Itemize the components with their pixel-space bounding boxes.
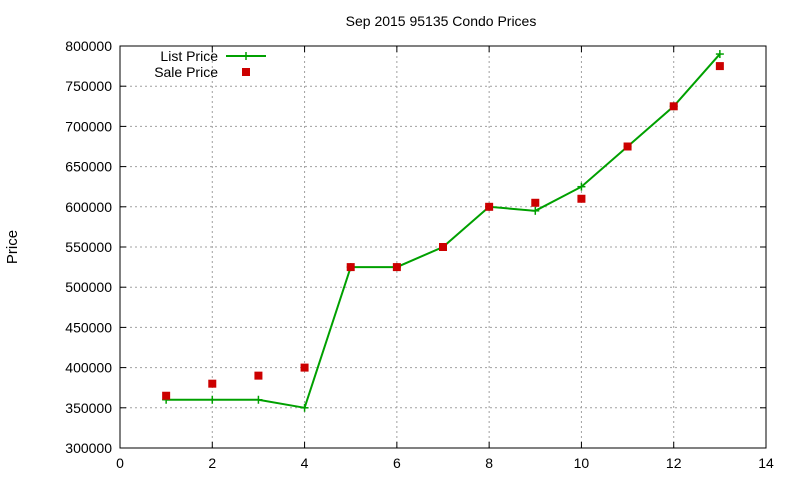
list-price-point [577,182,586,191]
y-tick-label: 750000 [65,78,112,94]
legend-plus-marker [242,52,250,60]
x-tick-label: 0 [116,455,124,471]
sale-price-point [254,371,263,380]
list-price-point [254,395,263,404]
list-price-point [300,403,309,412]
list-price-point [208,395,217,404]
series-list-price [162,50,724,412]
y-tick-label: 550000 [65,239,112,255]
sale-price-point [300,363,309,372]
x-tick-label: 4 [301,455,309,471]
list-price-point [531,206,540,215]
sale-price-point [577,194,586,203]
y-tick-label: 650000 [65,159,112,175]
axes: 0 2 4 6 8 10 12 14 300000 350000 400000 450000 50000… [65,38,774,471]
y-tick-label: 500000 [65,279,112,295]
list-price-line [166,53,721,409]
y-tick-label: 800000 [65,38,112,54]
y-axis-label: Price [4,230,21,264]
y-tick-label: 600000 [65,199,112,215]
y-tick-label: 700000 [65,118,112,134]
sale-price-point [715,62,724,71]
sale-price-point [485,202,494,211]
x-tick-label: 6 [393,455,401,471]
series-layer [162,50,724,412]
legend-label: List Price [160,48,218,64]
y-tick-label: 400000 [65,360,112,376]
sale-price-point [392,263,401,272]
x-tick-label: 2 [208,455,216,471]
legend-item: Sale Price [154,64,250,80]
legend-item: List Price [160,48,266,64]
sale-price-point [623,142,632,151]
x-tick-label: 14 [758,455,774,471]
sale-price-point [208,379,217,388]
chart-title: Sep 2015 95135 Condo Prices [346,13,537,29]
sale-price-point [346,263,355,272]
y-tick-label: 350000 [65,400,112,416]
sale-price-point [439,243,447,251]
y-tick-label: 450000 [65,319,112,335]
x-tick-label: 8 [485,455,493,471]
sale-price-point [531,198,540,207]
series-sale-price [162,62,724,400]
sale-price-point [162,391,171,400]
y-tick-label: 300000 [65,440,112,456]
x-tick-label: 10 [574,455,590,471]
legend-square-marker [242,68,250,76]
legend-label: Sale Price [154,64,218,80]
sale-price-point [669,102,678,111]
list-price-point [715,50,724,59]
x-tick-label: 12 [666,455,682,471]
